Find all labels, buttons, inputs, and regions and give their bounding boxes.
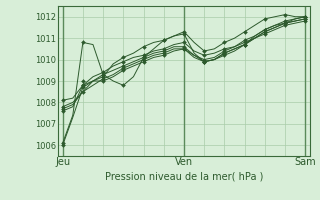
X-axis label: Pression niveau de la mer( hPa ): Pression niveau de la mer( hPa ) [105,172,263,182]
